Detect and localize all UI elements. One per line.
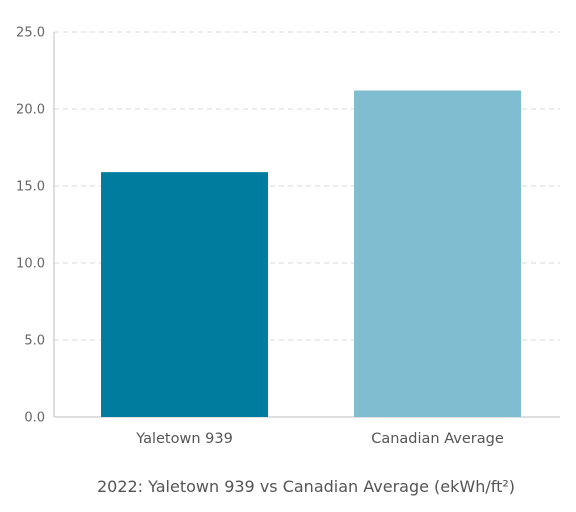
y-tick-label: 20.0 — [16, 103, 45, 118]
chart-title: 2022: Yaletown 939 vs Canadian Average (… — [97, 477, 515, 496]
y-tick-label: 0.0 — [24, 411, 45, 426]
x-axis-labels: Yaletown 939 Canadian Average — [135, 431, 504, 447]
x-category-label: Canadian Average — [371, 431, 504, 447]
bar-yaletown-939 — [101, 172, 268, 417]
y-tick-label: 5.0 — [24, 334, 45, 349]
bars — [101, 90, 521, 418]
y-axis-ticks: 0.0 5.0 10.0 15.0 20.0 25.0 — [16, 26, 45, 426]
x-category-label: Yaletown 939 — [135, 431, 233, 447]
y-tick-label: 25.0 — [16, 26, 45, 41]
bar-canadian-average — [354, 90, 521, 418]
y-tick-label: 15.0 — [16, 180, 45, 195]
y-tick-label: 10.0 — [16, 257, 45, 272]
